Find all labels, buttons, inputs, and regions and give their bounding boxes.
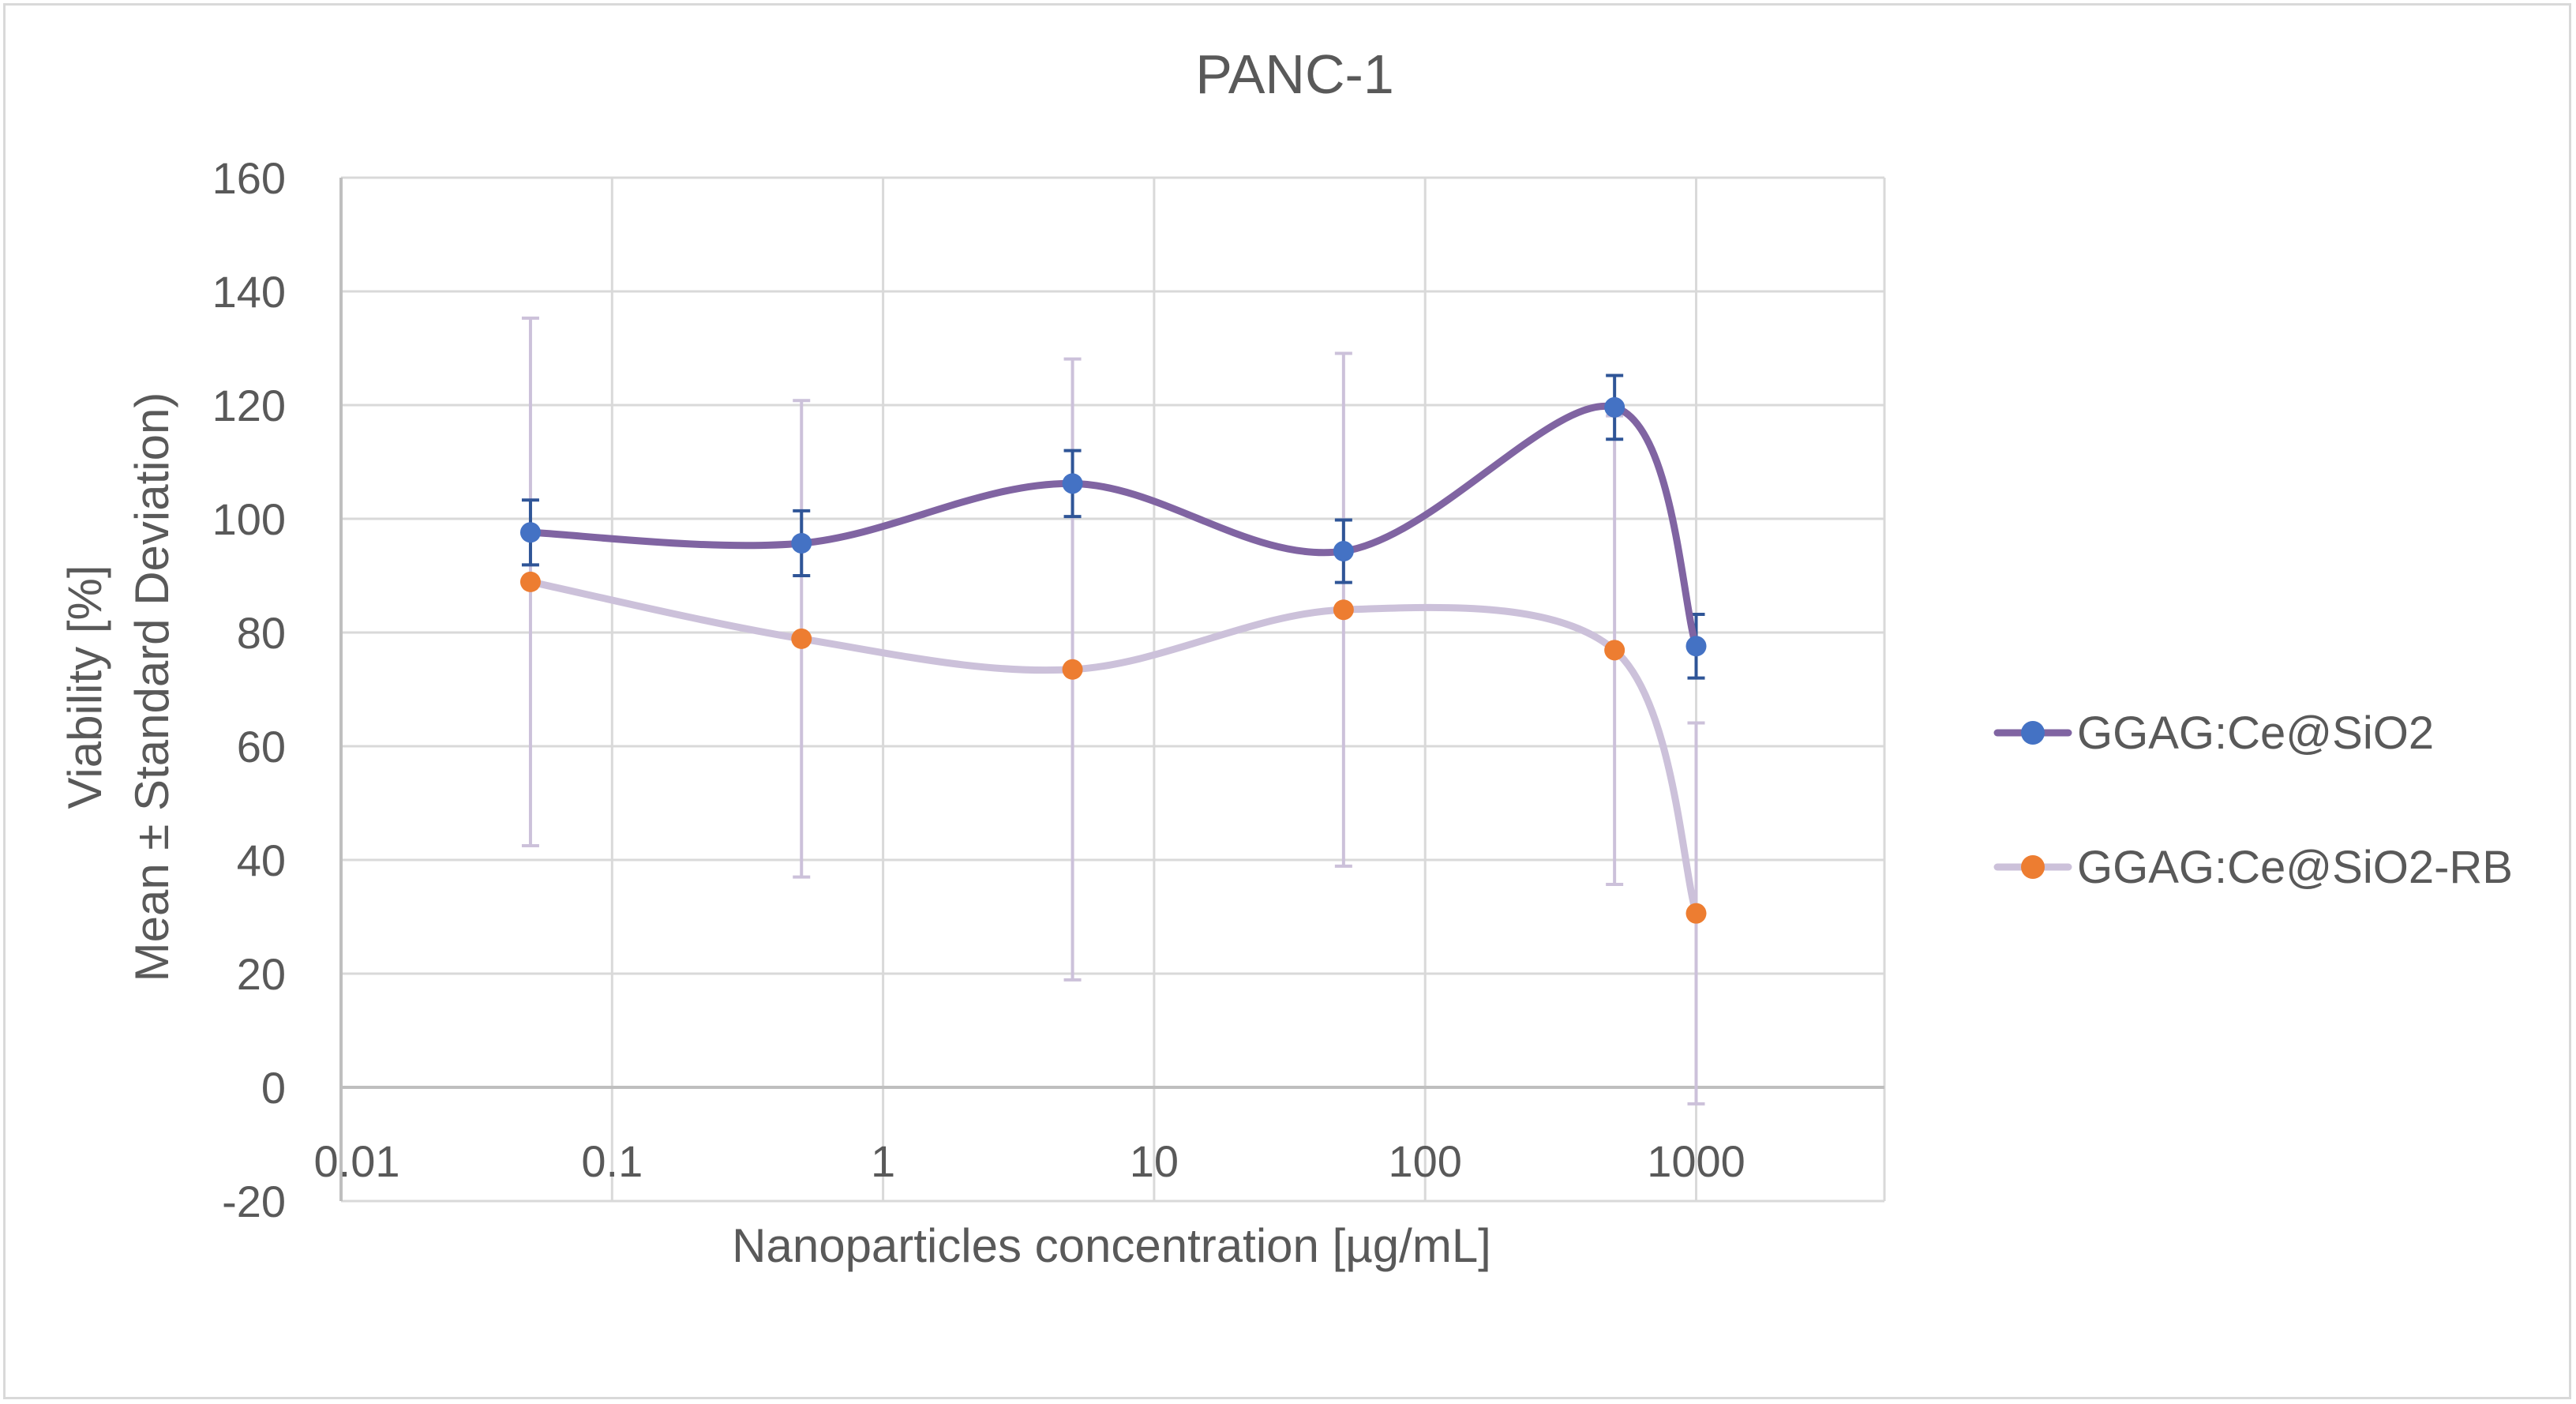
x-tick-label: 10	[1130, 1136, 1179, 1186]
data-point	[1062, 473, 1083, 494]
data-point	[1685, 636, 1707, 657]
gridlines	[341, 176, 1886, 1203]
y-tick-labels: -20 0 20 40 60 80 100 120 140 160	[212, 153, 286, 1226]
data-point	[1604, 396, 1625, 418]
data-point	[519, 571, 541, 592]
legend-label: GGAG:Ce@SiO2	[2077, 708, 2434, 759]
y-tick-label: 20	[237, 949, 286, 999]
chart-title: PANC-1	[1195, 43, 1394, 105]
data-point	[1333, 541, 1354, 562]
y-tick-label: 120	[212, 381, 286, 430]
y-tick-label: 60	[237, 722, 286, 771]
legend-marker-swatch	[2021, 855, 2045, 879]
chart-frame	[3, 3, 2571, 1399]
legend-item-ggag-ce-sio2[interactable]: GGAG:Ce@SiO2	[1993, 708, 2434, 759]
x-tick-label: 1	[871, 1136, 895, 1186]
y-axis-title-line-2: Mean ± Standard Deviation)	[126, 392, 178, 982]
legend-marker-swatch	[2021, 721, 2045, 745]
data-markers	[519, 396, 1707, 924]
y-tick-label: 40	[237, 835, 286, 885]
y-axis-title-line-1: Viability [%]	[58, 565, 111, 809]
data-point	[1604, 640, 1625, 661]
series-line-ggag-ce-sio2	[527, 402, 1700, 650]
series-line-ggag-ce-sio2-rb	[527, 578, 1700, 918]
axes	[339, 178, 1884, 1201]
y-tick-label: -20	[222, 1177, 286, 1226]
data-point	[1333, 599, 1354, 621]
x-tick-label: 0.1	[581, 1136, 643, 1186]
y-tick-label: 100	[212, 494, 286, 544]
error-bars	[521, 316, 1705, 1106]
legend-label: GGAG:Ce@SiO2-RB	[2077, 842, 2513, 893]
y-tick-label: 160	[212, 153, 286, 203]
series-lines	[527, 402, 1700, 918]
x-tick-label: 100	[1388, 1136, 1461, 1186]
data-point	[1685, 903, 1707, 924]
data-point	[791, 628, 812, 649]
legend-item-ggag-ce-sio2-rb[interactable]: GGAG:Ce@SiO2-RB	[1993, 842, 2513, 893]
x-axis-title: Nanoparticles concentration [µg/mL]	[732, 1219, 1491, 1272]
x-tick-label: 1000	[1647, 1136, 1745, 1186]
data-point	[1062, 659, 1083, 680]
y-tick-label: 140	[212, 267, 286, 317]
data-point	[519, 522, 541, 543]
legend: GGAG:Ce@SiO2 GGAG:Ce@SiO2-RB	[1993, 708, 2513, 893]
y-tick-label: 80	[237, 608, 286, 658]
data-point	[791, 532, 812, 554]
x-tick-labels: 0.01 0.1 1 10 100 1000	[314, 1136, 1745, 1186]
x-tick-label: 0.01	[314, 1136, 400, 1186]
y-tick-label: 0	[261, 1063, 286, 1113]
